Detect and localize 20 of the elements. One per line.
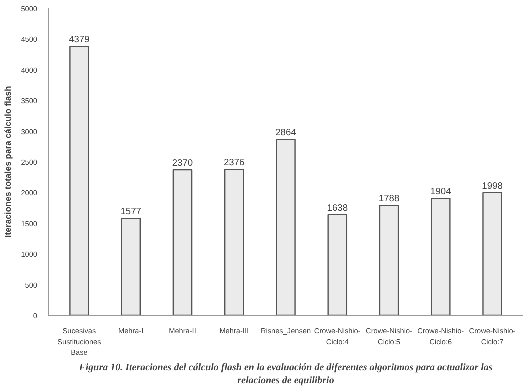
y-axis-title: Iteraciones totales para cálculo flash [3,86,14,238]
bar [70,46,90,316]
data-label: 1638 [327,202,348,213]
data-label: 2864 [276,128,296,138]
bar [328,214,348,316]
data-label: 1788 [378,194,400,204]
bar [379,205,400,316]
data-label: 2370 [172,158,194,168]
bar [224,169,244,316]
bar [172,169,193,316]
data-label: 2376 [224,158,245,168]
data-label: 1904 [430,186,452,197]
data-label: 1577 [120,206,142,217]
data-label: 4379 [69,34,90,45]
bar [431,198,451,316]
bar [482,192,502,316]
bar [121,218,141,316]
bar [276,139,296,316]
data-label: 1998 [482,180,503,191]
text: Figura 10. Iteraciones del cálculo flash en la evaluación de diferentes algoritmos para actualizar las relaciones de equilibrio [78,362,493,386]
